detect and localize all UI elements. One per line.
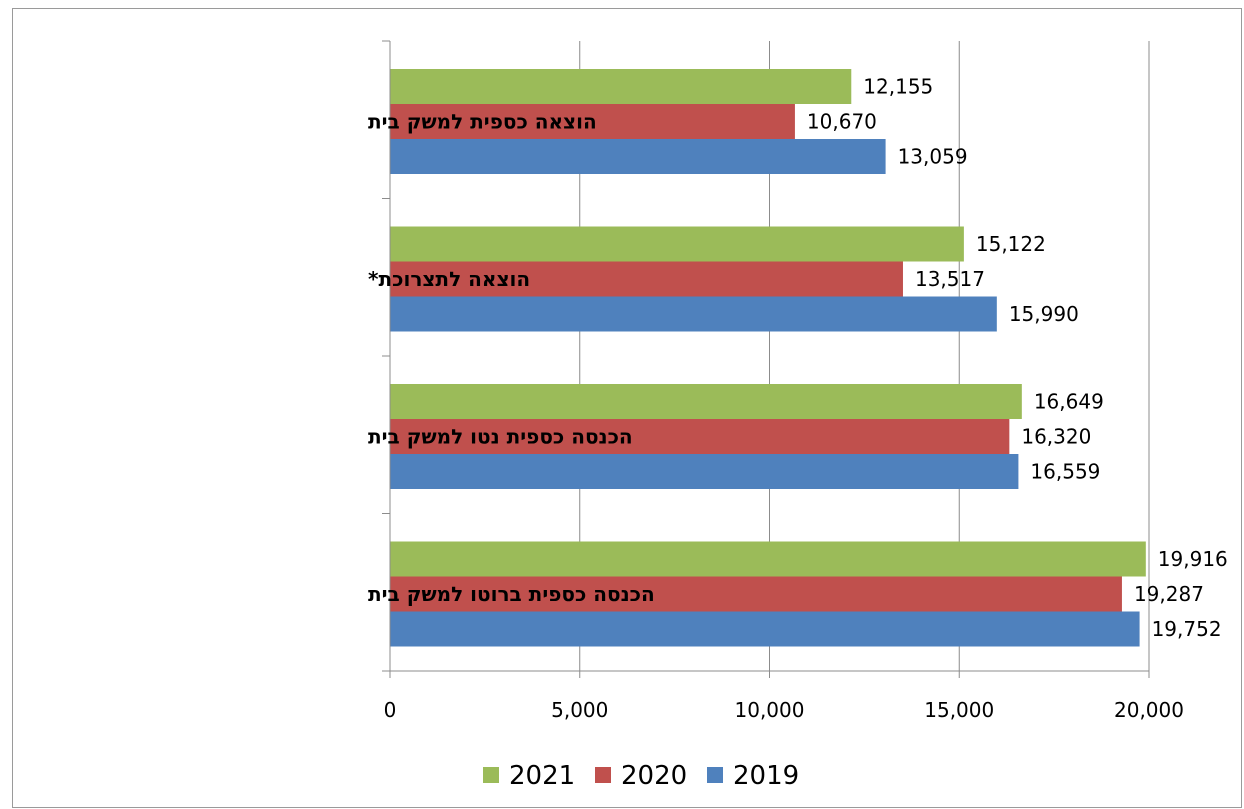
bar-2020 — [390, 419, 1010, 454]
legend-swatch-2021 — [483, 767, 499, 783]
legend: 2021 2020 2019 — [483, 761, 799, 791]
bar-2021 — [390, 226, 964, 262]
x-tick-label: 5,000 — [551, 698, 608, 722]
data-label: 15,990 — [1009, 302, 1079, 326]
data-label: 19,752 — [1152, 617, 1222, 641]
data-label: 10,670 — [807, 110, 877, 134]
data-label: 15,122 — [976, 232, 1046, 256]
category-label: הוצאה לתצרוכת* — [368, 267, 530, 291]
legend-swatch-2019 — [707, 767, 723, 783]
x-tick-label: 20,000 — [1114, 698, 1184, 722]
labels: 0 5,000 10,000 15,000 20,000 12,155 10,670 13,0… — [368, 75, 1228, 723]
bar-2019 — [390, 611, 1140, 647]
legend-swatch-2020 — [595, 767, 611, 783]
category-label: הוצאה כספית למשק בית — [368, 110, 597, 134]
bar-2020 — [390, 104, 795, 139]
data-label: 16,649 — [1034, 390, 1104, 414]
bar-2019 — [390, 454, 1019, 489]
bar-2021 — [390, 69, 852, 104]
category-label: הכנסה כספית ברוטו למשק בית — [368, 582, 655, 606]
legend-label: 2019 — [733, 761, 799, 791]
bar-2021 — [390, 384, 1022, 419]
bar-2020 — [390, 261, 903, 297]
chart-area: 0 5,000 10,000 15,000 20,000 12,155 10,670 13,0… — [12, 8, 1242, 808]
legend-label: 2021 — [509, 761, 575, 791]
data-label: 13,059 — [898, 145, 968, 169]
bar-2019 — [390, 296, 997, 332]
bar-chart: 0 5,000 10,000 15,000 20,000 12,155 10,670 13,0… — [368, 40, 1228, 791]
x-tick-label: 10,000 — [735, 698, 805, 722]
bar-2021 — [390, 541, 1146, 577]
data-label: 13,517 — [915, 267, 985, 291]
axes — [382, 40, 1150, 678]
x-tick-label: 15,000 — [924, 698, 994, 722]
data-label: 19,916 — [1158, 547, 1228, 571]
data-label: 16,320 — [1021, 425, 1091, 449]
category-label: הכנסה כספית נטו למשק בית — [368, 425, 633, 449]
bar-2019 — [390, 139, 886, 174]
data-label: 16,559 — [1030, 460, 1100, 484]
data-label: 19,287 — [1134, 582, 1204, 606]
data-label: 12,155 — [863, 75, 933, 99]
bar-2020 — [390, 576, 1122, 612]
bars — [390, 69, 1146, 647]
x-tick-label: 0 — [384, 698, 397, 722]
legend-label: 2020 — [621, 761, 687, 791]
